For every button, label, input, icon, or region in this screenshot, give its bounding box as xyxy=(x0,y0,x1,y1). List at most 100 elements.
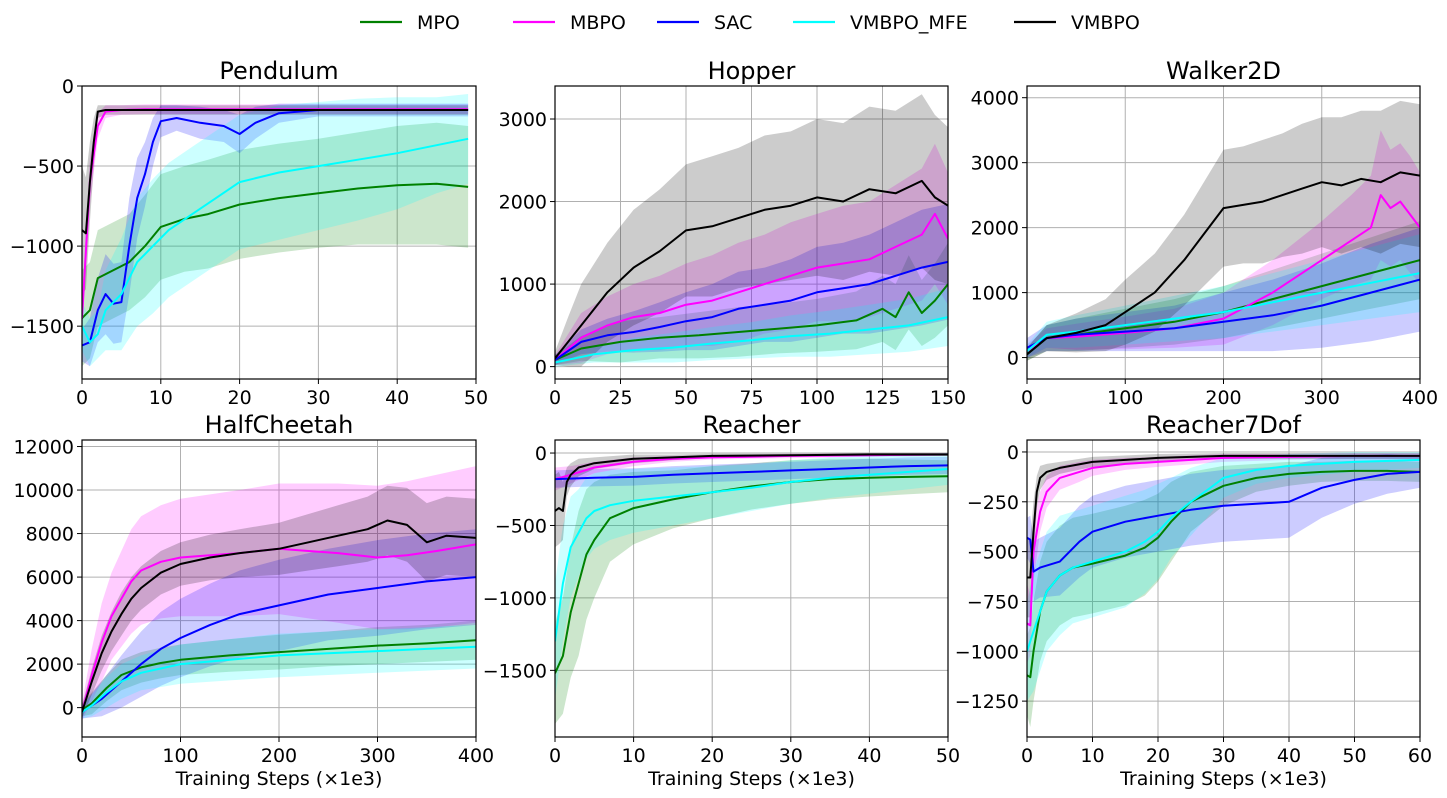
series-line-sac xyxy=(555,464,948,481)
x-tick-label: 30 xyxy=(306,387,330,409)
x-tick-label: 20 xyxy=(1146,745,1170,767)
y-tick-label: −500 xyxy=(495,515,547,537)
legend-label: MBPO xyxy=(570,12,626,34)
y-tick-label: −1000 xyxy=(483,588,547,610)
legend-label: SAC xyxy=(714,12,752,34)
y-tick-label: −1000 xyxy=(955,641,1019,663)
x-tick-label: 400 xyxy=(1402,387,1438,409)
x-tick-label: 200 xyxy=(1205,387,1241,409)
y-tick-label: 0 xyxy=(535,443,547,465)
y-tick-label: −250 xyxy=(967,492,1019,514)
x-tick-label: 0 xyxy=(1021,745,1033,767)
legend-label: VMBPO_MFE xyxy=(850,12,968,34)
x-tick-label: 50 xyxy=(936,745,960,767)
series-line-mbpo xyxy=(1027,194,1420,352)
panel-title: Walker2D xyxy=(1166,57,1281,85)
x-tick-label: 10 xyxy=(149,387,173,409)
x-tick-label: 30 xyxy=(1211,745,1235,767)
y-tick-label: 4000 xyxy=(26,611,74,633)
y-tick-label: 0 xyxy=(62,698,74,720)
series-line-mpo xyxy=(82,639,476,711)
legend-label: MPO xyxy=(417,12,460,34)
y-tick-label: 1000 xyxy=(499,274,547,296)
series-band-vmbpo xyxy=(82,485,476,719)
x-tick-label: 125 xyxy=(864,387,900,409)
series-band-vmbpo xyxy=(555,94,948,367)
x-tick-label: 0 xyxy=(76,387,88,409)
grid xyxy=(554,86,949,379)
x-axis-label: Training Steps (×1e3) xyxy=(175,768,383,790)
x-tick-label: 0 xyxy=(549,745,561,767)
x-tick-label: 50 xyxy=(674,387,698,409)
x-tick-label: 100 xyxy=(1107,387,1143,409)
series-band-mbpo xyxy=(1027,453,1420,664)
panel-title: HalfCheetah xyxy=(205,411,354,439)
x-tick-label: 0 xyxy=(1021,387,1033,409)
series-band-mbpo xyxy=(555,143,948,365)
series-band-mpo xyxy=(82,122,469,367)
series-band-vmbpo_mfe xyxy=(555,288,948,367)
plot-area xyxy=(82,94,469,367)
x-axis-label: Training Steps (×1e3) xyxy=(1119,768,1327,790)
panel-title: Pendulum xyxy=(219,57,338,85)
series-band-vmbpo xyxy=(1027,100,1420,361)
y-tick-label: 0 xyxy=(1007,442,1019,464)
series-line-mbpo xyxy=(555,212,948,361)
y-tick-label: 12000 xyxy=(14,437,74,459)
series-line-vmbpo_mfe xyxy=(82,645,476,713)
panels: 0 10 20 30 40 50 0 −500 −1000 −1500 Pendulum 0 25 50 7… xyxy=(10,57,1438,790)
series-band-mpo xyxy=(1027,460,1420,727)
x-axis-label: Training Steps (×1e3) xyxy=(647,768,855,790)
x-tick-label: 100 xyxy=(799,387,835,409)
series-line-vmbpo_mfe xyxy=(82,137,469,344)
x-tick-label: 60 xyxy=(1408,745,1432,767)
series-band-vmbpo_mfe xyxy=(555,453,948,700)
x-tick-label: 150 xyxy=(930,387,966,409)
chart-panel-hopper: 0 25 50 75 100 125 150 0 1000 2000 3000 Hopper xyxy=(499,57,966,409)
y-tick-label: 6000 xyxy=(26,567,74,589)
y-tick-label: −1500 xyxy=(483,660,547,682)
y-tick-label: 0 xyxy=(1007,348,1019,370)
legend-entry: VMBPO_MFE xyxy=(793,12,968,34)
x-tick-label: 400 xyxy=(458,745,494,767)
y-tick-label: −500 xyxy=(967,542,1019,564)
x-tick-label: 50 xyxy=(1342,745,1366,767)
x-tick-label: 10 xyxy=(622,745,646,767)
x-tick-label: 300 xyxy=(1304,387,1340,409)
x-tick-label: 25 xyxy=(608,387,632,409)
y-tick-label: 2000 xyxy=(26,654,74,676)
y-tick-label: 3000 xyxy=(971,153,1019,175)
series-line-mpo xyxy=(555,475,948,674)
series-line-vmbpo xyxy=(82,109,469,235)
chart-panel-pendulum: 0 10 20 30 40 50 0 −500 −1000 −1500 Pendulum xyxy=(10,57,488,409)
series-line-mbpo xyxy=(1027,454,1420,627)
x-tick-label: 100 xyxy=(162,745,198,767)
series-line-vmbpo xyxy=(1027,454,1420,579)
x-tick-label: 40 xyxy=(385,387,409,409)
series-line-vmbpo xyxy=(555,179,948,360)
series-band-vmbpo xyxy=(1027,453,1420,618)
series-line-vmbpo_mfe xyxy=(555,316,948,364)
y-tick-label: −1500 xyxy=(10,316,74,338)
series-band-mpo xyxy=(555,458,948,724)
series-line-vmbpo_mfe xyxy=(1027,272,1420,352)
series-band-mpo xyxy=(82,620,476,717)
y-tick-label: 3000 xyxy=(499,109,547,131)
series-band-mpo xyxy=(555,242,948,365)
y-tick-label: 8000 xyxy=(26,524,74,546)
axes-frame xyxy=(554,439,949,738)
series-band-mbpo xyxy=(82,466,476,721)
legend-entry: SAC xyxy=(657,12,752,34)
series-band-vmbpo_mfe xyxy=(1027,234,1420,358)
axes-frame xyxy=(81,85,477,380)
y-tick-label: −1000 xyxy=(10,236,74,258)
y-tick-label: 4000 xyxy=(971,88,1019,110)
series-line-vmbpo xyxy=(82,519,476,713)
y-tick-label: −1250 xyxy=(955,691,1019,713)
series-band-vmbpo_mfe xyxy=(1027,452,1420,702)
legend: MPO MBPO SAC VMBPO_MFE VMBPO xyxy=(360,12,1140,34)
series-line-mpo xyxy=(555,283,948,361)
y-tick-label: 2000 xyxy=(499,192,547,214)
x-tick-label: 30 xyxy=(779,745,803,767)
